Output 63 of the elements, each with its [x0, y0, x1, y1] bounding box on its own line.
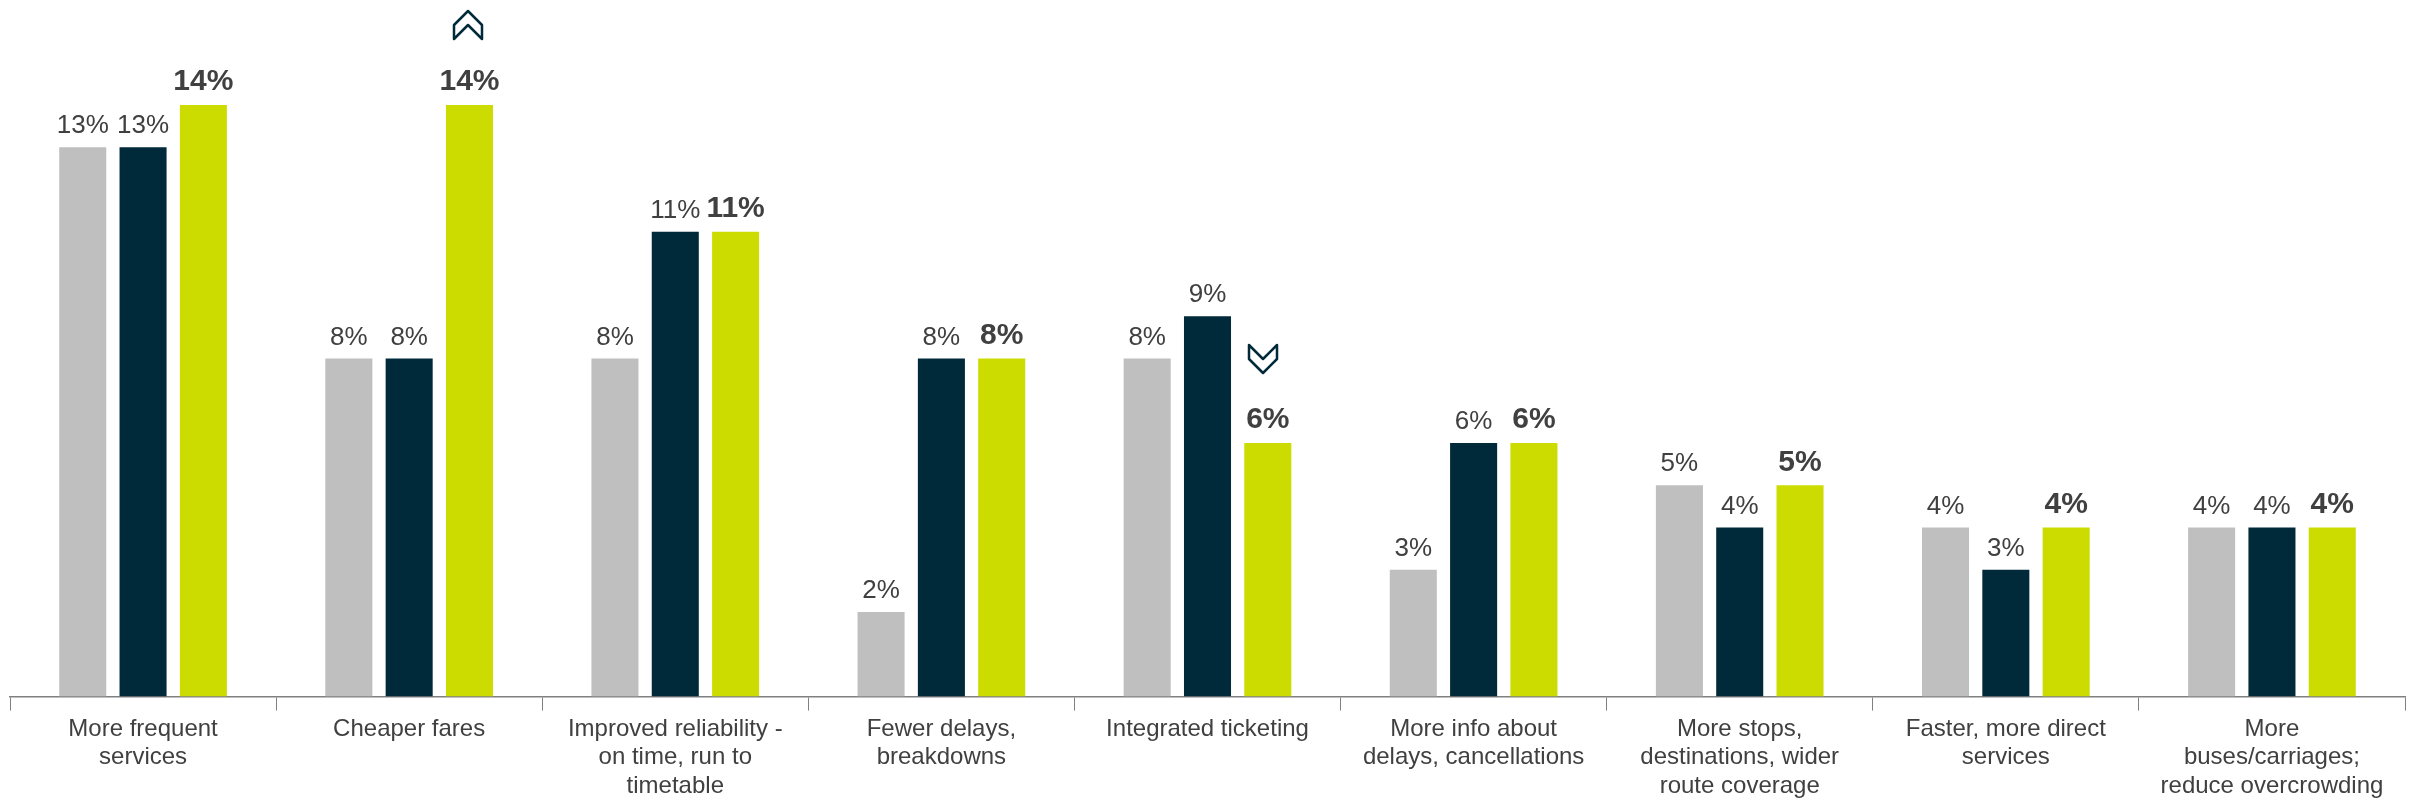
bar — [1244, 443, 1292, 697]
data-label: 8% — [1128, 320, 1166, 351]
bar — [651, 231, 699, 697]
bar — [591, 358, 639, 697]
bar — [1776, 485, 1824, 697]
bar — [1183, 316, 1232, 697]
bar — [385, 358, 433, 697]
data-label: 8% — [922, 320, 961, 351]
x-tick-label: Improved reliability - on time, run to timetable — [567, 713, 783, 799]
x-tick-label: Faster, more direct services — [1905, 713, 2107, 770]
bar — [978, 358, 1026, 697]
bar — [1510, 443, 1558, 697]
x-tick-label: Integrated ticketing — [1106, 713, 1309, 741]
data-label: 8% — [596, 320, 634, 351]
data-label: 11% — [706, 190, 765, 224]
data-label: 6% — [1246, 401, 1290, 435]
data-label: 4% — [2044, 485, 2088, 519]
data-label: 4% — [1720, 489, 1759, 520]
data-label: 14% — [173, 63, 234, 97]
data-label: 8% — [330, 320, 368, 351]
data-label: 6% — [1454, 405, 1493, 436]
x-tick-label: More stops, destinations, wider route coverage — [1640, 713, 1840, 799]
data-label: 13% — [56, 109, 109, 140]
x-tick-label: More info about delays, cancellations — [1362, 713, 1585, 770]
data-label: 2% — [862, 574, 900, 605]
bar — [179, 105, 227, 697]
data-label: 4% — [2253, 489, 2291, 520]
x-tick-label: Cheaper fares — [333, 713, 486, 741]
bar — [857, 612, 905, 697]
data-label: 8% — [980, 316, 1024, 350]
data-label: 4% — [2192, 489, 2231, 520]
data-label: 9% — [1188, 278, 1227, 309]
data-label: 5% — [1660, 447, 1699, 478]
data-label: 8% — [390, 320, 428, 351]
bar — [712, 231, 760, 697]
data-label: 11% — [650, 193, 701, 224]
data-label: 4% — [2310, 485, 2354, 519]
bar — [59, 147, 107, 697]
x-tick-label: More frequent services — [68, 713, 219, 770]
bar — [1450, 443, 1498, 697]
bar — [2188, 527, 2236, 697]
bar — [1716, 527, 1764, 697]
bar — [119, 147, 167, 697]
bar — [445, 105, 494, 697]
x-tick-label: Fewer delays, breakdowns — [866, 713, 1017, 770]
data-label: 3% — [1987, 532, 2025, 562]
data-label: 6% — [1512, 401, 1556, 435]
data-label: 14% — [439, 63, 500, 97]
bar — [917, 358, 965, 697]
bar — [1982, 569, 2030, 697]
bar — [1389, 569, 1437, 697]
bar — [2042, 527, 2090, 697]
bar — [1921, 527, 1970, 697]
bar — [1655, 485, 1703, 697]
data-label: 5% — [1778, 443, 1822, 477]
bar — [2248, 527, 2296, 697]
data-label: 3% — [1394, 532, 1433, 562]
data-label: 13% — [117, 109, 170, 140]
bar — [1123, 358, 1171, 697]
x-tick-label: More buses/carriages; reduce overcrowding — [2160, 713, 2384, 799]
bar — [2308, 527, 2356, 697]
data-label: 4% — [1926, 489, 1965, 520]
bar — [325, 358, 373, 697]
